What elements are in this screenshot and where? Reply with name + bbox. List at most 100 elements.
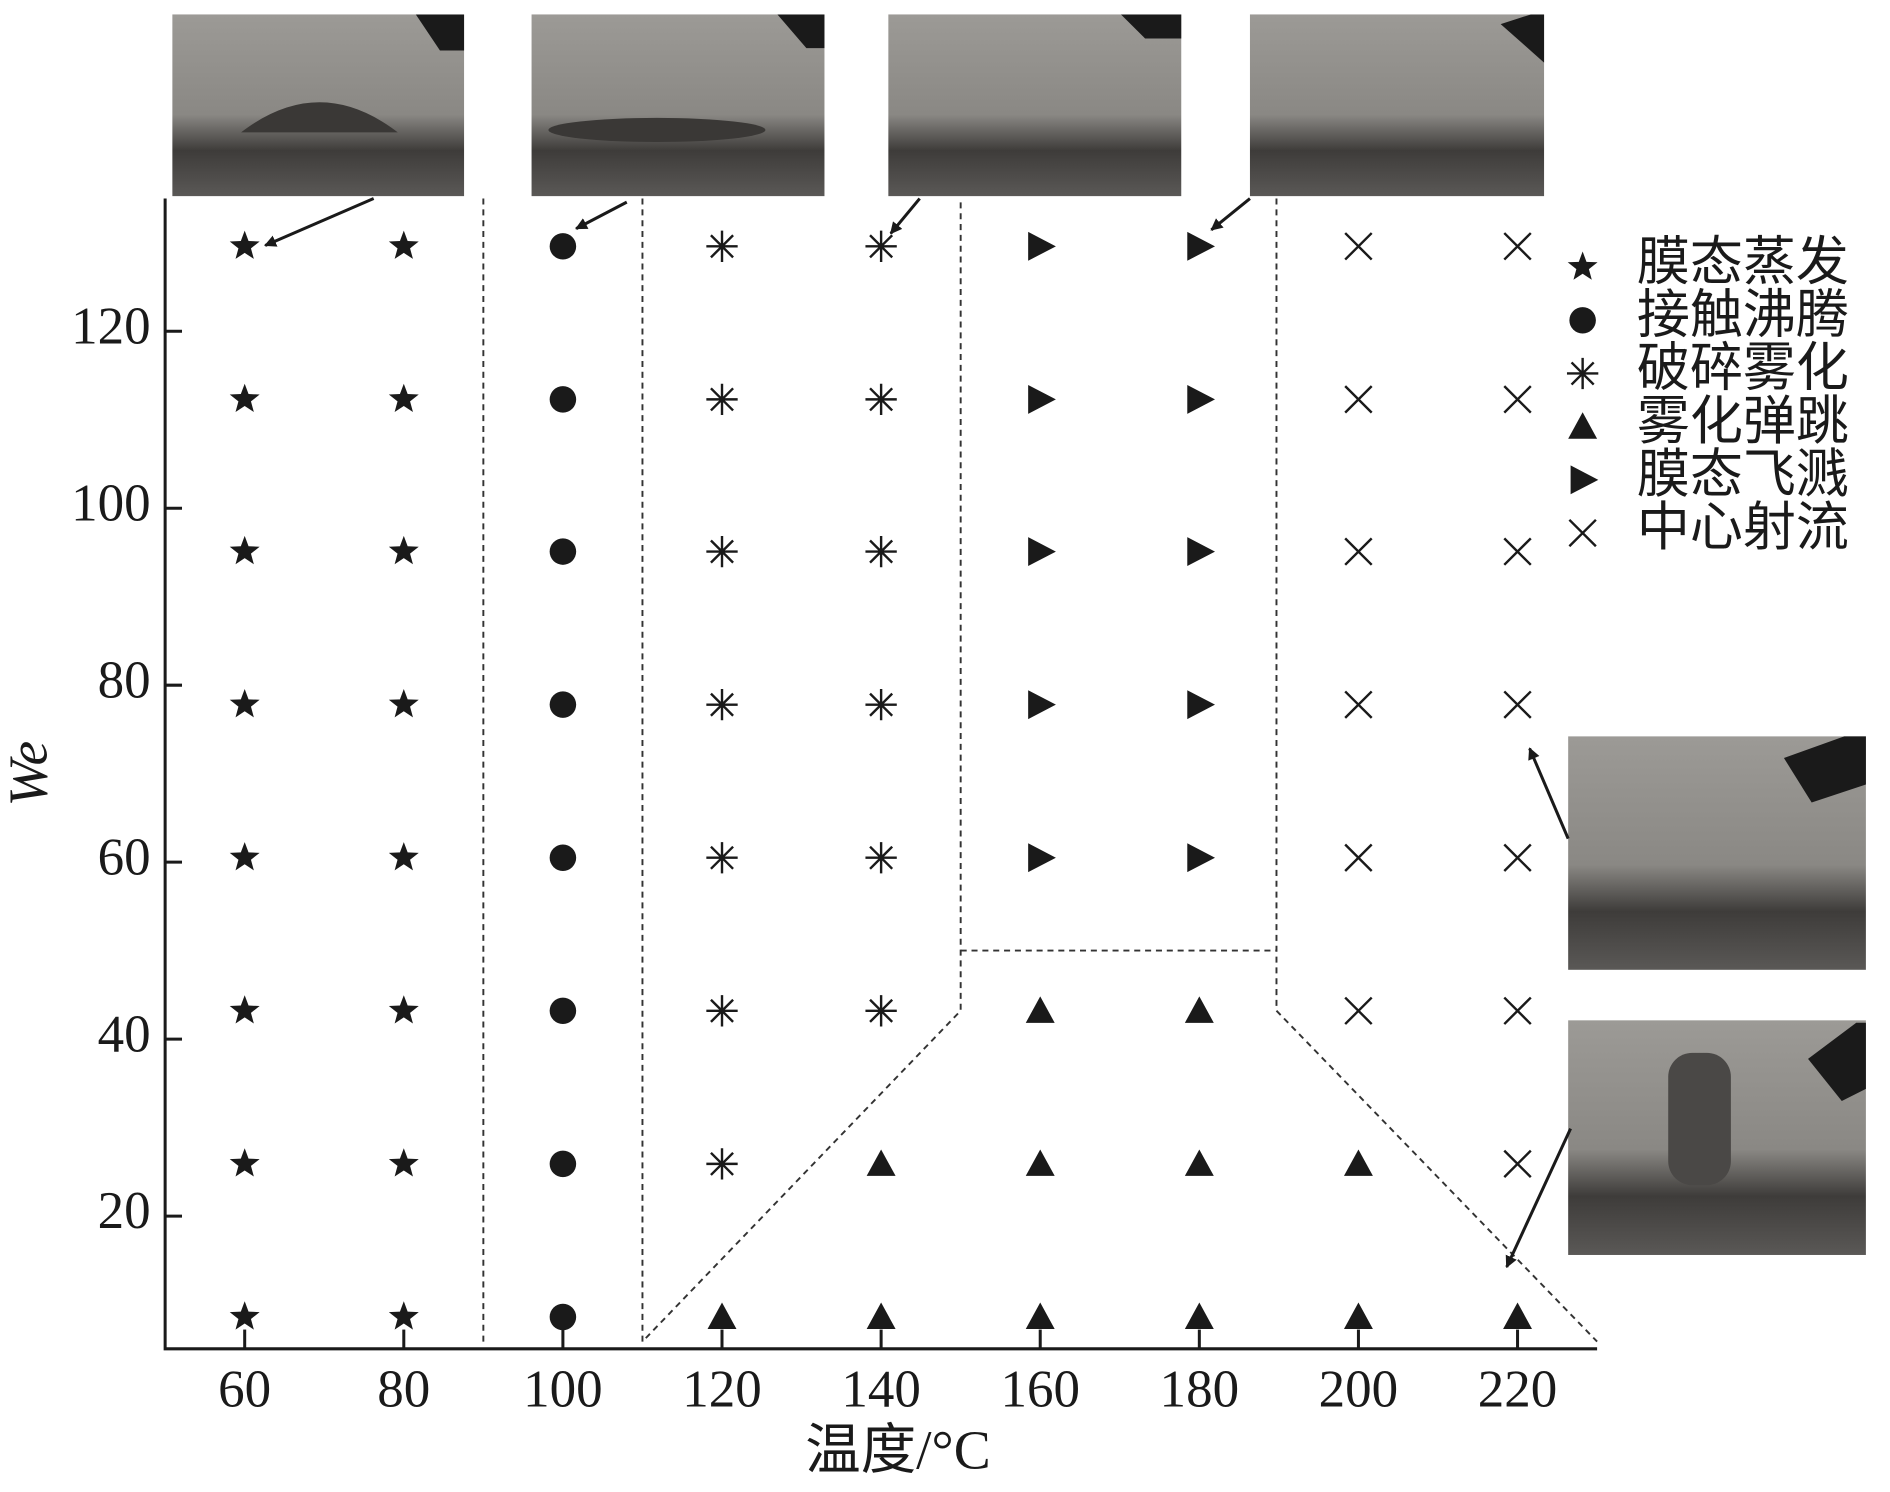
marker-asterisk — [706, 230, 738, 262]
marker-star — [229, 1301, 260, 1330]
arrow — [1505, 1127, 1572, 1269]
photos — [172, 14, 1866, 1255]
legend-label: 雾化弹跳 — [1637, 393, 1849, 451]
droplet — [241, 102, 398, 133]
marker-asterisk — [706, 995, 738, 1027]
legend-marker — [1568, 412, 1598, 439]
legend-label: 中心射流 — [1637, 499, 1849, 557]
nozzle — [1808, 1022, 1866, 1101]
y-tick-label: 100 — [71, 474, 151, 532]
marker-x — [1503, 843, 1532, 872]
marker-star — [388, 688, 419, 718]
axes — [163, 198, 1598, 1351]
marker-triangle — [866, 1302, 896, 1329]
marker-asterisk — [706, 842, 738, 874]
marker-x — [1503, 385, 1532, 414]
marker-star — [388, 383, 419, 412]
marker-x — [1344, 537, 1373, 566]
x-tick-label: 100 — [523, 1361, 603, 1419]
marker-star — [388, 230, 419, 259]
marker-triangle — [1025, 996, 1055, 1023]
marker-asterisk — [865, 383, 897, 416]
marker-x — [1503, 232, 1532, 261]
marker-triangle — [1184, 996, 1214, 1023]
marker-star — [388, 995, 419, 1024]
marker-circle — [549, 233, 577, 260]
marker-star — [229, 230, 260, 259]
marker-triangle — [1503, 1302, 1533, 1329]
x-tick-label: 220 — [1478, 1361, 1558, 1419]
marker-x — [1503, 996, 1532, 1025]
marker-x — [1344, 385, 1373, 414]
marker-triangle-right — [1028, 537, 1056, 567]
marker-triangle-right — [1187, 537, 1215, 567]
y-axis-label: We — [0, 741, 58, 807]
regime-boundaries — [482, 198, 1598, 1344]
marker-triangle — [1025, 1302, 1055, 1329]
marker-asterisk — [865, 535, 897, 568]
nozzle — [1783, 736, 1866, 803]
marker-triangle-right — [1028, 690, 1056, 720]
marker-star — [388, 535, 419, 565]
x-tick-label: 160 — [1000, 1361, 1080, 1419]
marker-asterisk — [706, 383, 738, 416]
x-tick-label: 140 — [841, 1361, 921, 1419]
nozzle — [1500, 14, 1545, 63]
y-tick-label: 60 — [98, 828, 151, 886]
legend-label: 膜态蒸发 — [1637, 233, 1849, 291]
marker-circle — [549, 386, 577, 413]
marker-triangle — [1184, 1149, 1214, 1176]
y-tick-label: 40 — [98, 1005, 151, 1063]
marker-asterisk — [706, 1148, 738, 1180]
x-axis-label: 温度/°C — [805, 1420, 990, 1481]
marker-circle — [549, 1150, 577, 1178]
marker-asterisk — [865, 689, 897, 721]
arrow — [1210, 197, 1251, 231]
photo — [888, 14, 1182, 197]
marker-circle — [549, 1303, 577, 1331]
arrows — [264, 197, 1572, 1269]
x-tick-label: 120 — [682, 1361, 762, 1419]
marker-x — [1503, 690, 1532, 719]
marker-triangle-right — [1187, 231, 1215, 261]
marker-x — [1344, 843, 1373, 872]
marker-star — [388, 1148, 419, 1177]
marker-triangle — [707, 1302, 737, 1329]
boundary — [1275, 198, 1598, 1343]
marker-triangle — [1343, 1302, 1373, 1329]
marker-asterisk — [865, 995, 897, 1027]
marker-asterisk — [706, 535, 738, 568]
arrow — [1528, 747, 1570, 840]
marker-triangle-right — [1187, 843, 1215, 873]
legend-label: 破碎雾化 — [1637, 340, 1849, 398]
x-tick-label: 180 — [1160, 1361, 1240, 1419]
marker-star — [229, 688, 260, 718]
nozzle — [1120, 14, 1182, 39]
marker-asterisk — [706, 689, 738, 721]
marker-asterisk — [865, 230, 897, 262]
legend-marker — [1568, 518, 1597, 548]
x-tick-label: 200 — [1319, 1361, 1399, 1419]
nozzle — [777, 14, 825, 49]
x-tick-label: 60 — [218, 1361, 271, 1419]
marker-asterisk — [865, 842, 897, 874]
marker-triangle — [1343, 1149, 1373, 1176]
marker-triangle-right — [1187, 690, 1215, 720]
arrow — [575, 200, 628, 230]
y-tick-label: 120 — [71, 297, 151, 355]
legend-marker — [1569, 307, 1596, 334]
marker-triangle-right — [1187, 384, 1215, 414]
marker-triangle — [866, 1149, 896, 1176]
marker-triangle-right — [1028, 843, 1056, 873]
nozzle — [415, 14, 465, 51]
legend-label: 膜态飞溅 — [1637, 446, 1849, 504]
legend-marker — [1566, 357, 1599, 390]
boundary — [641, 198, 962, 1344]
marker-star — [229, 535, 260, 565]
marker-star — [388, 842, 419, 871]
droplet — [1668, 1052, 1731, 1186]
marker-star — [229, 842, 260, 871]
x-tick-label: 80 — [377, 1361, 430, 1419]
marker-triangle — [1025, 1149, 1055, 1176]
